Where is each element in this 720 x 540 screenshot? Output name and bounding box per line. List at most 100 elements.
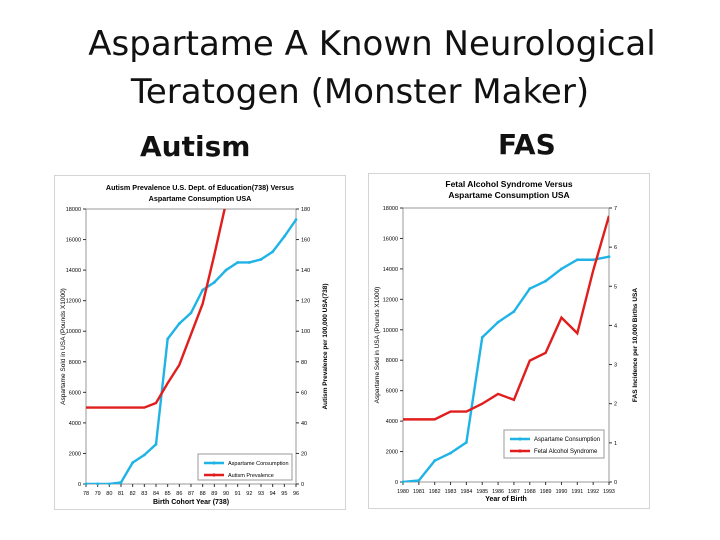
x-tick-label: 78	[83, 491, 89, 497]
aspartame-data-point	[271, 250, 275, 254]
y-tick-label: 8000	[69, 360, 81, 366]
x-tick-label: 1983	[445, 489, 457, 495]
fas-chart-panel: Fetal Alcohol Syndrome Versus Aspartame C…	[368, 173, 650, 509]
y-tick-label: 2000	[69, 451, 81, 457]
aspartame-data-point	[528, 287, 532, 291]
y2-tick-label: 5	[614, 284, 617, 290]
aspartame-data-point	[607, 255, 611, 259]
x-tick-label: 79	[95, 491, 101, 497]
autism-heading: Autism	[140, 130, 251, 163]
x-tick-label: 87	[188, 491, 194, 497]
x-tick-label: 1987	[508, 489, 520, 495]
y-tick-label: 14000	[66, 268, 81, 274]
x-tick-label: 1984	[460, 489, 472, 495]
y2-tick-label: 0	[614, 480, 617, 486]
y-axis-label: Aspartame Sold in USA (Pounds X1000)	[374, 287, 381, 404]
y-tick-label: 16000	[383, 236, 398, 242]
legend-label: Fetal Alcohol Syndrome	[534, 449, 598, 455]
y2-axis-label: FAS Incidence per 10,000 Births USA	[632, 288, 639, 402]
aspartame-data-point	[282, 235, 286, 238]
aspartame-data-point	[480, 335, 484, 339]
aspartame-data-point	[201, 288, 205, 292]
x-tick-label: 93	[258, 491, 264, 497]
y-tick-label: 18000	[383, 206, 398, 212]
y-tick-label: 4000	[69, 421, 81, 427]
aspartame-data-point	[247, 261, 251, 264]
aspartame-data-point	[107, 482, 111, 486]
y2-tick-label: 100	[301, 329, 310, 335]
x-tick-label: 96	[293, 491, 299, 497]
y2-axis-label: Autism Prevalence per 100,000 USA(738)	[322, 283, 329, 409]
y-tick-label: 10000	[66, 329, 81, 335]
x-tick-label: 1988	[524, 489, 536, 495]
aspartame-data-point	[177, 322, 181, 325]
fas-heading: FAS	[498, 128, 556, 161]
y2-tick-label: 2	[614, 402, 617, 408]
x-tick-label: 1992	[587, 489, 599, 495]
x-tick-label: 1980	[397, 489, 409, 495]
aspartame-data-point	[142, 453, 146, 457]
chart-title-line: Aspartame Consumption USA	[149, 194, 252, 203]
legend-label: Aspartame Consumption	[228, 461, 289, 467]
x-tick-label: 91	[235, 491, 241, 497]
aspartame-data-point	[575, 258, 579, 262]
condition-series-line	[403, 215, 609, 421]
legend-marker	[212, 461, 216, 465]
y2-tick-label: 0	[301, 482, 304, 488]
x-tick-label: 95	[281, 491, 287, 497]
legend-marker	[212, 473, 216, 477]
y2-tick-label: 140	[301, 268, 310, 274]
x-tick-label: 81	[118, 491, 124, 497]
aspartame-data-point	[512, 310, 516, 313]
legend-marker	[518, 437, 522, 441]
aspartame-data-point	[544, 279, 548, 283]
y2-tick-label: 20	[301, 451, 307, 457]
x-tick-label: 1993	[603, 489, 615, 495]
legend-label: Autism Prevalence	[228, 473, 274, 479]
aspartame-data-point	[294, 218, 298, 222]
x-tick-label: 90	[223, 491, 229, 497]
aspartame-data-point	[154, 442, 158, 446]
x-tick-label: 1981	[413, 489, 425, 495]
chart-title-line: Autism Prevalence U.S. Dept. of Educatio…	[106, 183, 294, 192]
y-tick-label: 12000	[66, 299, 81, 305]
aspartame-data-point	[449, 451, 452, 455]
aspartame-data-point	[212, 280, 216, 284]
x-tick-label: 1986	[492, 489, 504, 495]
legend-marker	[518, 449, 522, 453]
legend-label: Aspartame Consumption	[534, 437, 600, 443]
x-axis-label: Birth Cohort Year (738)	[153, 499, 229, 506]
x-tick-label: 85	[165, 491, 171, 497]
x-tick-label: 88	[200, 491, 206, 497]
chart-title-line: Aspartame Consumption USA	[448, 190, 569, 200]
aspartame-data-point	[166, 337, 170, 341]
y-tick-label: 6000	[386, 389, 398, 395]
aspartame-data-point	[84, 482, 88, 486]
x-tick-label: 83	[141, 491, 147, 497]
x-tick-label: 80	[106, 491, 112, 497]
y2-tick-label: 120	[301, 299, 310, 305]
autism-chart: Autism Prevalence U.S. Dept. of Educatio…	[60, 183, 329, 506]
x-tick-label: 1991	[571, 489, 583, 495]
y2-tick-label: 80	[301, 360, 307, 366]
aspartame-data-point	[259, 258, 263, 261]
y2-tick-label: 6	[614, 245, 617, 251]
plot-frame	[402, 207, 610, 483]
slide-title-line-2: Teratogen (Monster Maker)	[130, 72, 590, 112]
aspartame-data-point	[131, 461, 135, 465]
y2-tick-label: 4	[614, 323, 617, 329]
x-tick-label: 1985	[476, 489, 488, 495]
y2-tick-label: 1	[614, 441, 617, 447]
y-tick-label: 12000	[383, 297, 398, 303]
y-tick-label: 2000	[386, 450, 398, 456]
x-tick-label: 82	[130, 491, 136, 497]
x-tick-label: 1990	[556, 489, 568, 495]
y2-tick-label: 60	[301, 390, 307, 396]
chart-title-line: Fetal Alcohol Syndrome Versus	[445, 179, 572, 189]
aspartame-data-point	[401, 480, 405, 484]
aspartame-data-point	[433, 459, 437, 463]
x-axis-label: Year of Birth	[485, 496, 527, 503]
aspartame-series-line	[86, 219, 296, 484]
y-tick-label: 16000	[66, 238, 81, 244]
